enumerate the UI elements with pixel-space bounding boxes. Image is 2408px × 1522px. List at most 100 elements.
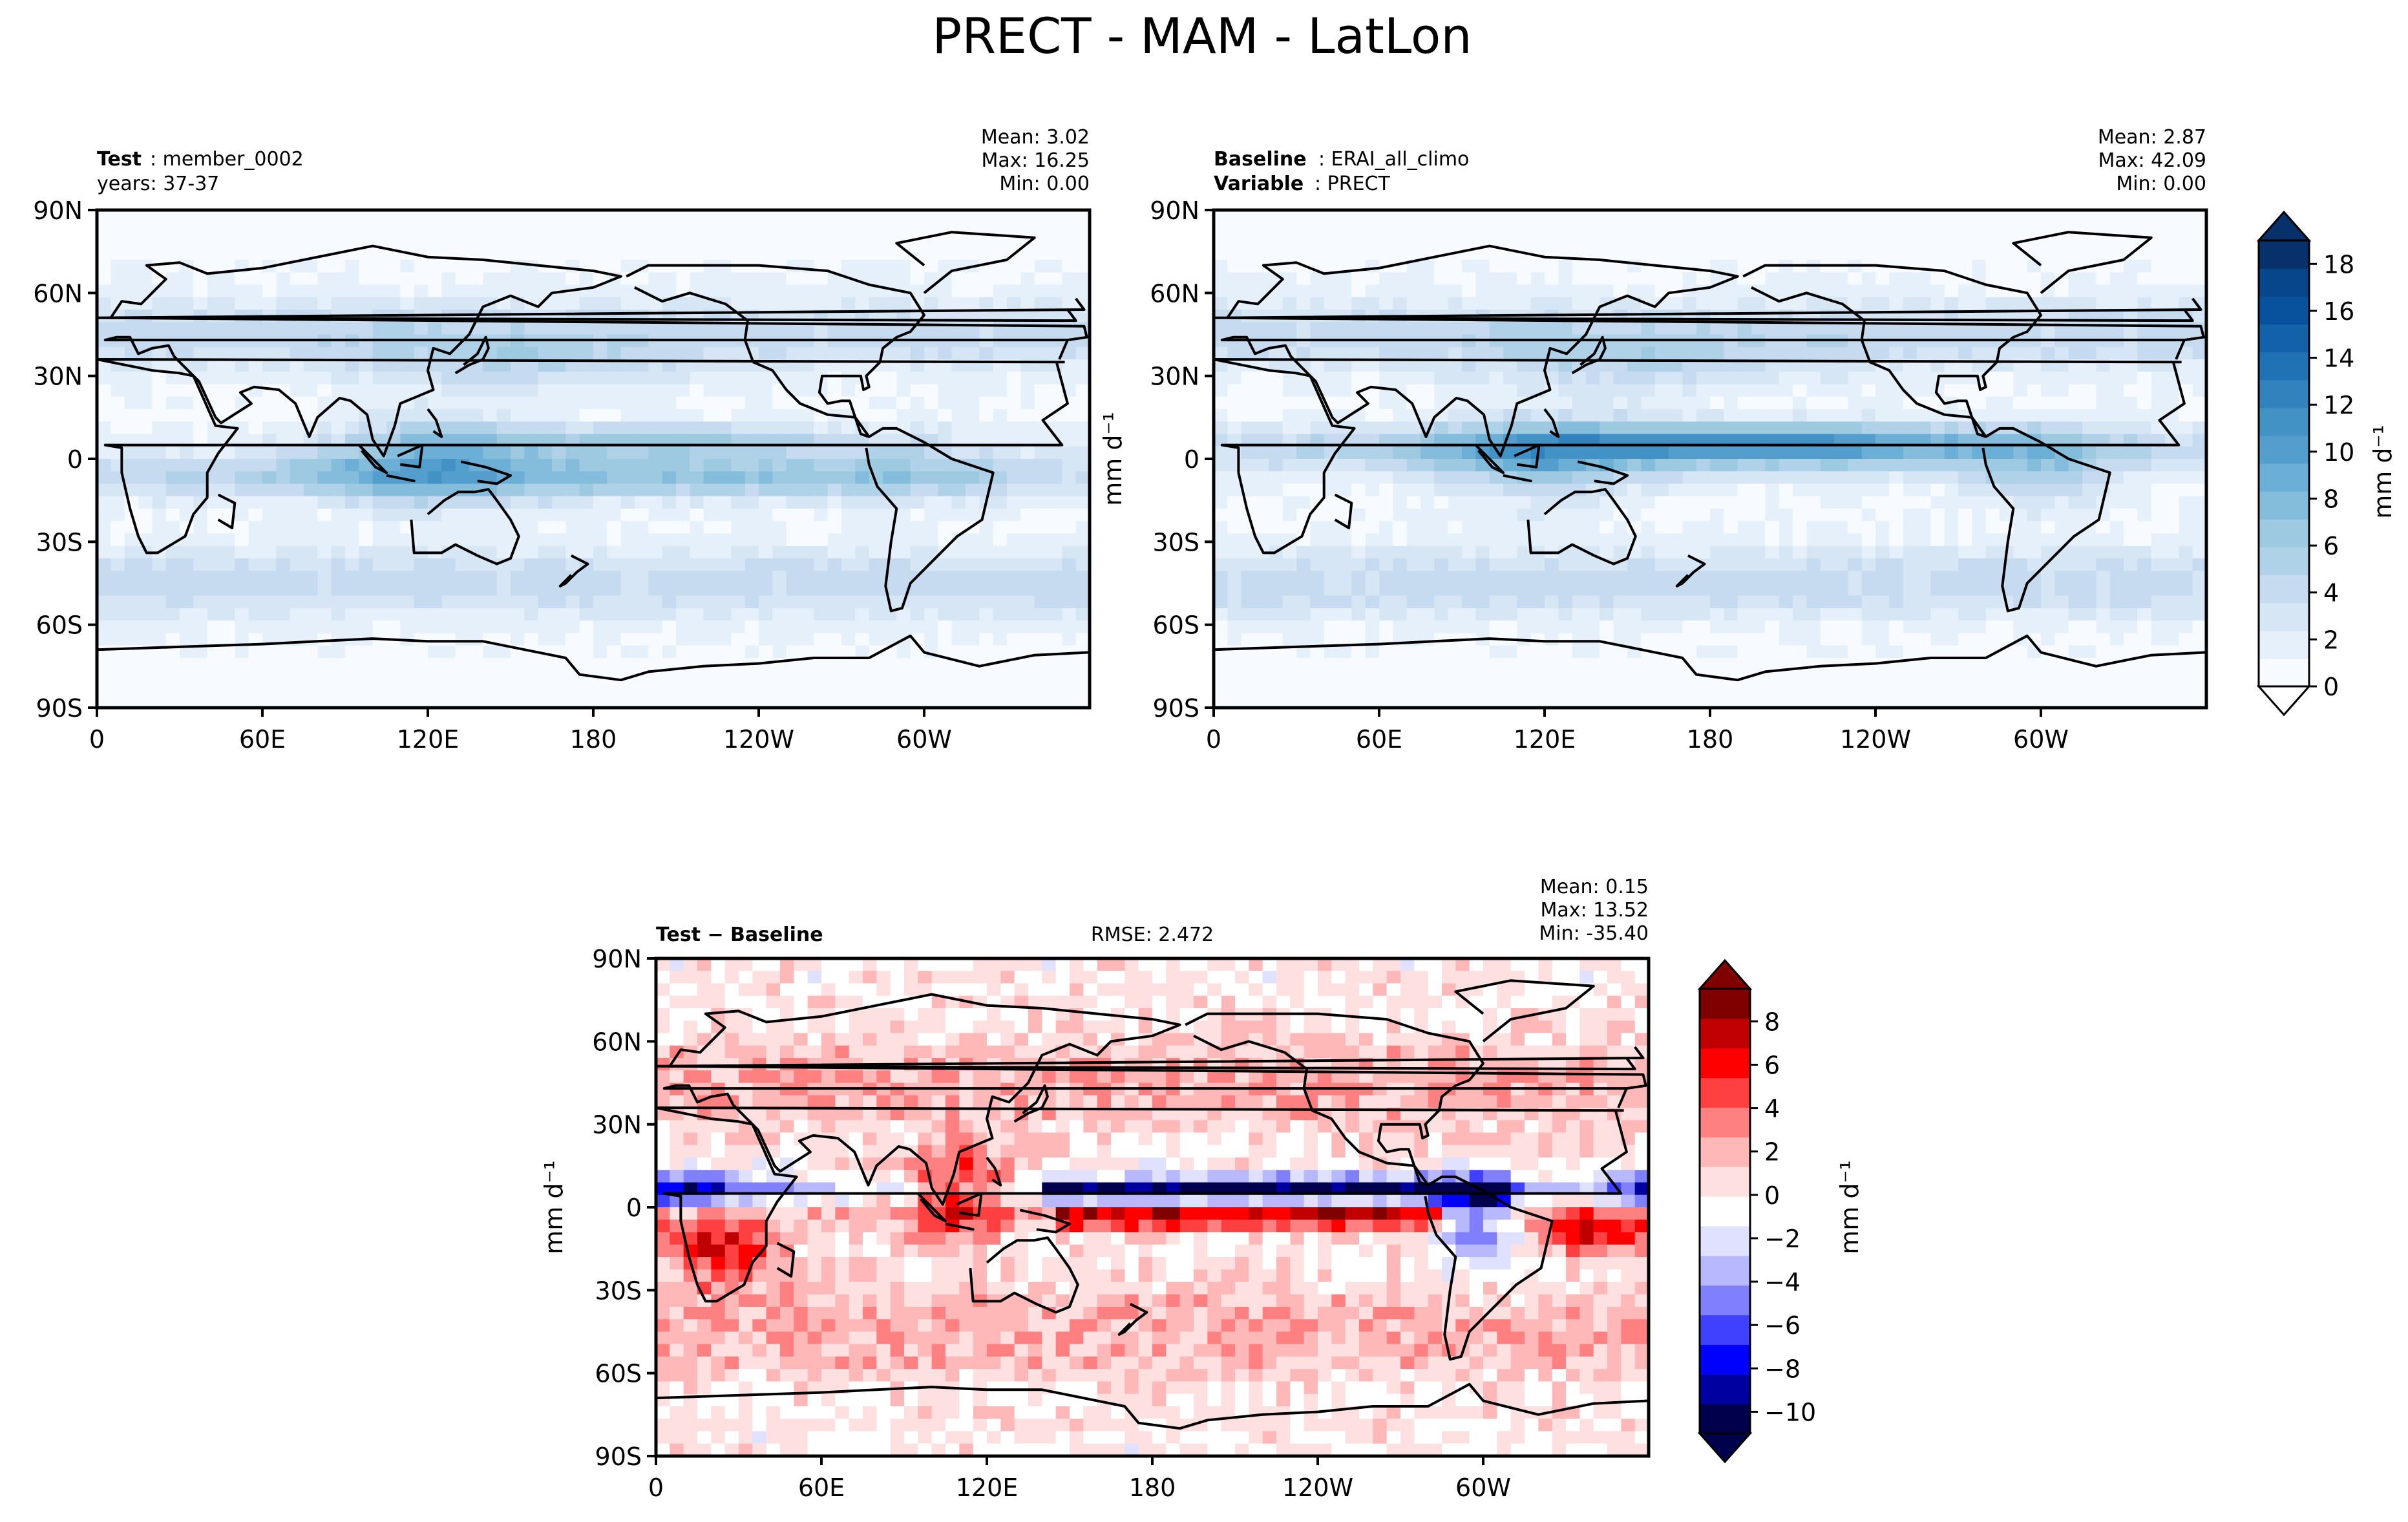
contour-cell [662,595,677,609]
contour-cell [262,471,277,485]
contour-cell [331,210,346,224]
contour-cell [1379,670,1394,684]
contour-cell [97,222,112,236]
contour-cell [690,583,704,597]
contour-cell [869,496,883,509]
contour-cell [304,558,319,572]
contour-cell [1600,421,1614,435]
contour-cell [717,608,732,622]
contour-cell [1530,670,1545,684]
contour-cell [1214,284,1229,298]
contour-cell [97,483,112,497]
contour-cell [1406,608,1421,622]
contour-cell [552,620,567,634]
contour-cell [1806,359,1821,373]
contour-cell [1462,521,1477,534]
contour-cell [938,247,953,260]
contour-cell [1820,396,1835,410]
contour-cell [1406,459,1421,472]
contour-cell [304,620,319,634]
contour-cell [1269,583,1283,597]
contour-cell [1517,222,1532,236]
contour-cell [1834,346,1849,360]
contour-cell [814,695,829,708]
contour-cell [1048,297,1063,310]
contour-cell [1296,483,1311,497]
contour-cell [290,459,304,472]
contour-cell [635,359,650,373]
contour-cell [304,471,319,485]
contour-cell [538,558,553,572]
contour-cell [717,222,732,236]
contour-cell [1489,359,1504,373]
contour-cell [1572,483,1587,497]
contour-cell [152,210,167,224]
contour-cell [1448,595,1463,609]
contour-cell [97,595,112,609]
contour-cell [1517,695,1532,708]
contour-cell [1075,334,1090,348]
contour-cell [1310,545,1325,559]
contour-cell [483,421,498,435]
contour-cell [304,645,319,659]
contour-cell [1214,346,1229,360]
contour-cell [759,346,774,360]
contour-cell [1793,682,1808,696]
coastline [97,358,1069,555]
contour-cell [759,545,774,559]
contour-cell [124,446,139,460]
contour-cell [1600,446,1614,460]
contour-cell [1848,645,1863,659]
contour-cell [1545,235,1559,248]
contour-cell [1793,558,1808,572]
contour-cell [1848,247,1863,260]
contour-cell [304,409,319,423]
contour-cell [1806,509,1821,522]
contour-cell [676,509,691,522]
contour-cell [1861,421,1876,435]
contour-cell [1310,695,1325,708]
contour-cell [1310,471,1325,485]
contour-cell [496,658,511,671]
contour-cell [676,695,691,708]
contour-cell [372,509,387,522]
contour-cell [1007,297,1022,310]
contour-cell [690,558,704,572]
contour-cell [1448,384,1463,397]
contour-cell [993,670,1008,684]
contour-cell [883,558,898,572]
contour-cell [814,533,829,547]
contour-cell [1434,595,1449,609]
contour-cell [386,284,401,298]
contour-cell [386,235,401,248]
contour-cell [1048,235,1063,248]
contour-cell [97,633,112,646]
contour-cell [386,496,401,509]
contour-cell [1751,421,1766,435]
contour-cell [993,521,1008,534]
contour-cell [1048,633,1063,646]
contour-cell [400,682,415,696]
contour-cell [1393,409,1408,423]
contour-cell [814,384,829,397]
contour-cell [248,235,263,248]
contour-cell [1462,459,1477,472]
contour-cell [152,583,167,597]
contour-cell [552,372,567,385]
contour-cell [1724,670,1738,684]
contour-cell [1048,670,1063,684]
contour-cell [1241,595,1256,609]
contour-cell [538,222,553,236]
contour-cell [483,359,498,373]
contour-cell [359,608,374,622]
contour-cell [635,558,650,572]
contour-cell [1710,297,1725,310]
contour-cell [841,583,856,597]
contour-cell [800,682,815,696]
contour-cell [703,558,718,572]
contour-cell [207,695,222,708]
contour-cell [869,210,883,224]
contour-cell [1351,459,1366,472]
contour-cell [896,210,911,224]
contour-cell [138,396,153,410]
